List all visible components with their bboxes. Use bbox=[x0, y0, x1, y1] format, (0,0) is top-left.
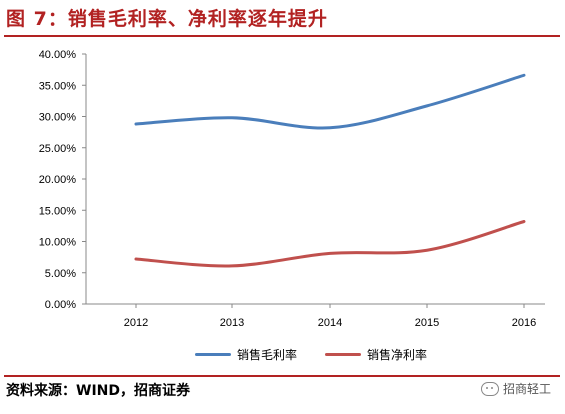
y-tick-label: 5.00% bbox=[45, 268, 76, 280]
y-tick-label: 35.00% bbox=[39, 80, 77, 92]
series-lines bbox=[134, 73, 526, 268]
watermark: 招商轻工 bbox=[480, 380, 551, 397]
x-tick-label: 2012 bbox=[124, 317, 148, 329]
legend-swatch-gross-margin bbox=[195, 353, 231, 356]
series-line-gross-margin bbox=[134, 73, 526, 130]
figure-title: 图 7：销售毛利率、净利率逐年提升 bbox=[6, 8, 328, 30]
wechat-icon bbox=[480, 381, 499, 396]
x-tick-label: 2014 bbox=[318, 317, 342, 329]
y-axis-ticks: 0.00% 5.00% 10.00% 15.00% 20.00% 25.00% 30.00%… bbox=[39, 49, 86, 311]
y-tick-label: 15.00% bbox=[39, 205, 77, 217]
chart-legend: 销售毛利率 销售净利率 bbox=[195, 346, 427, 363]
y-tick-label: 0.00% bbox=[45, 299, 76, 311]
legend-swatch-net-margin bbox=[325, 353, 362, 356]
title-divider bbox=[4, 35, 560, 37]
legend-item-net-margin: 销售净利率 bbox=[325, 346, 427, 363]
y-tick-label: 30.00% bbox=[39, 112, 77, 124]
footer-divider bbox=[4, 375, 560, 377]
legend-label-net-margin: 销售净利率 bbox=[367, 348, 428, 362]
x-tick-label: 2015 bbox=[415, 317, 439, 329]
x-tick-label: 2016 bbox=[512, 317, 536, 329]
legend-label-gross-margin: 销售毛利率 bbox=[237, 348, 298, 362]
y-tick-label: 10.00% bbox=[39, 237, 77, 249]
y-tick-label: 20.00% bbox=[39, 174, 77, 186]
y-tick-label: 25.00% bbox=[39, 143, 77, 155]
line-chart: 0.00% 5.00% 10.00% 15.00% 20.00% 25.00% 30.00%… bbox=[39, 49, 545, 329]
x-axis-ticks: 2012 2013 2014 2015 2016 bbox=[124, 304, 536, 329]
legend-item-gross-margin: 销售毛利率 bbox=[195, 346, 297, 363]
y-tick-label: 40.00% bbox=[39, 49, 77, 61]
watermark-label: 招商轻工 bbox=[502, 382, 551, 396]
series-line-net-margin bbox=[134, 220, 526, 268]
source-note: 资料来源：WIND，招商证券 bbox=[6, 383, 190, 399]
x-tick-label: 2013 bbox=[220, 317, 244, 329]
